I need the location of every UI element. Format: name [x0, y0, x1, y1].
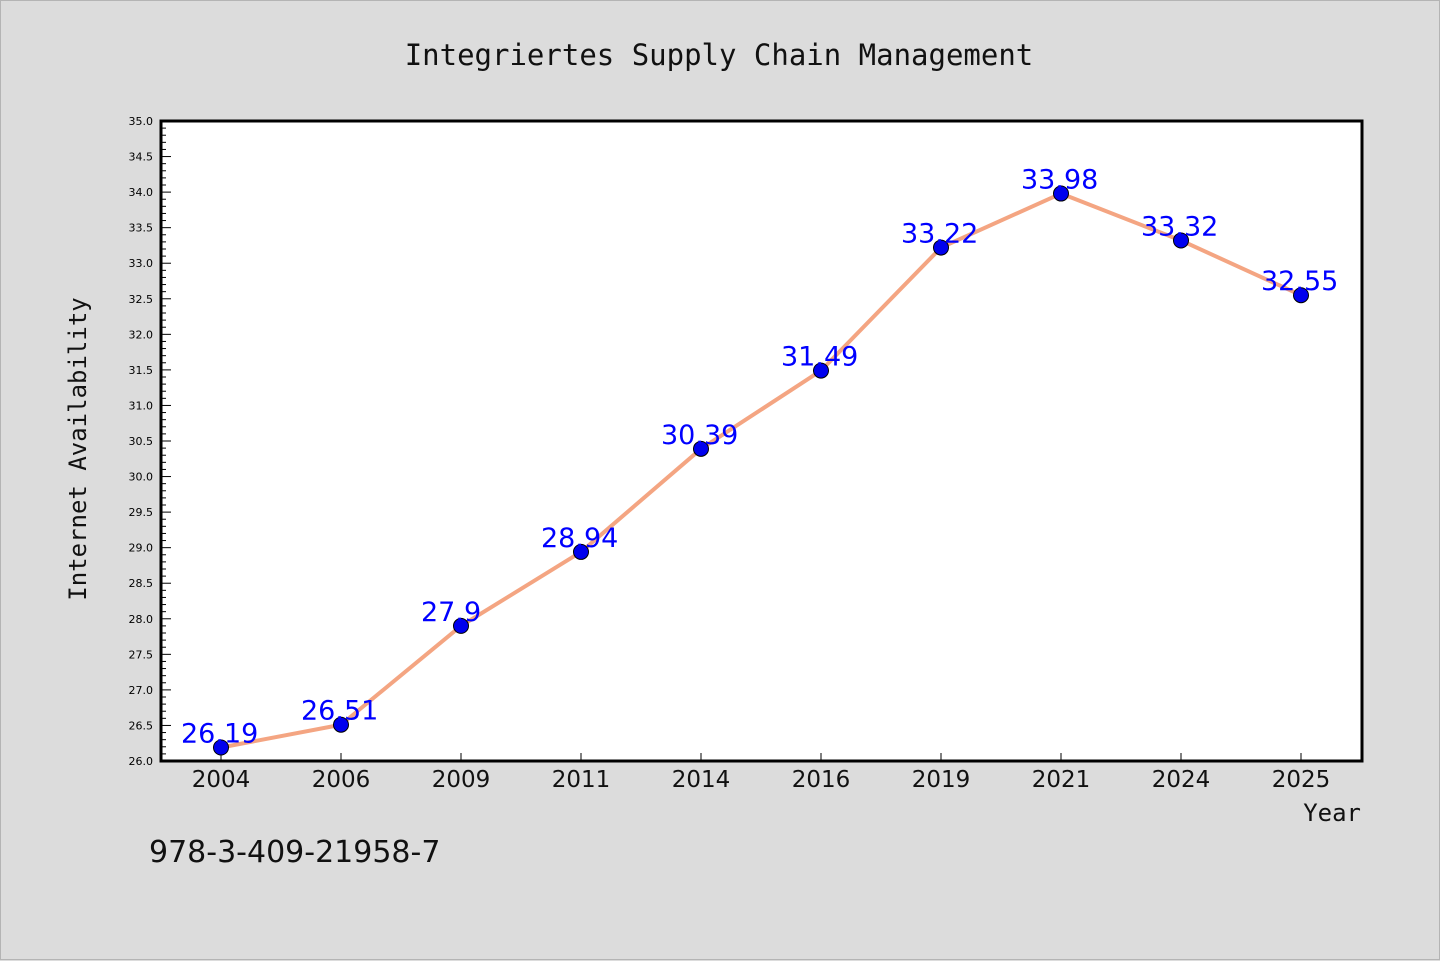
- x-tick-label: 2011: [552, 767, 611, 793]
- data-label: 26.19: [181, 718, 258, 749]
- y-tick-label: 29.0: [129, 542, 154, 555]
- y-tick-label: 30.0: [129, 471, 154, 484]
- chart-title: Integriertes Supply Chain Management: [405, 38, 1034, 72]
- data-label: 27.9: [421, 597, 481, 628]
- data-point: [813, 362, 829, 379]
- data-point: [693, 440, 709, 457]
- x-tick-label: 2004: [192, 767, 251, 793]
- x-tick-label: 2006: [312, 767, 371, 793]
- y-tick-label: 27.0: [129, 684, 154, 697]
- data-point: [933, 239, 949, 256]
- data-point: [1053, 185, 1069, 202]
- x-tick-label: 2021: [1032, 767, 1091, 793]
- y-tick-label: 31.5: [129, 364, 154, 377]
- x-axis-ticks: 2004 2006 2009 2011 2014 2016 2019 2021 2024 2025: [192, 753, 1331, 793]
- x-tick-label: 2025: [1272, 767, 1331, 793]
- y-tick-label: 29.5: [129, 506, 154, 519]
- data-point: [333, 716, 349, 733]
- y-axis-label: Internet Availability: [64, 297, 92, 600]
- data-label: 32.55: [1261, 266, 1338, 297]
- x-tick-label: 2019: [912, 767, 971, 793]
- data-point: [213, 739, 229, 756]
- plot-area: [159, 119, 1364, 763]
- y-tick-label: 27.5: [129, 648, 154, 661]
- y-tick-label: 26.0: [129, 755, 154, 768]
- y-tick-label: 28.0: [129, 613, 154, 626]
- data-point: [573, 543, 589, 560]
- y-tick-label: 31.0: [129, 399, 154, 412]
- data-label: 31.49: [781, 342, 858, 373]
- x-axis-label: Year: [1303, 799, 1361, 827]
- y-tick-label: 28.5: [129, 577, 154, 590]
- x-tick-label: 2014: [672, 767, 731, 793]
- data-point: [453, 617, 469, 634]
- data-point: [1173, 232, 1189, 249]
- series-group: 26.19 26.51 27.9 28.94 30.39 31.49 33.22 33.98 3…: [181, 165, 1338, 756]
- y-tick-label: 35.0: [129, 115, 154, 128]
- y-tick-label: 34.0: [129, 186, 154, 199]
- x-tick-label: 2009: [432, 767, 491, 793]
- y-tick-label: 34.5: [129, 151, 154, 164]
- data-point: [1293, 287, 1309, 304]
- y-axis-ticks: 26.0 26.5 27.0 27.5 28.0 28.5 29.0 29.5 30.0 30.5…: [129, 115, 171, 768]
- y-tick-label: 26.5: [129, 719, 154, 732]
- y-tick-label: 32.5: [129, 293, 154, 306]
- series-line: [219, 191, 1303, 750]
- data-label: 33.32: [1141, 211, 1218, 242]
- data-label: 26.51: [301, 696, 378, 727]
- x-tick-label: 2024: [1152, 767, 1211, 793]
- data-label: 33.22: [901, 219, 978, 250]
- y-tick-label: 33.0: [129, 257, 154, 270]
- y-tick-label: 32.0: [129, 328, 154, 341]
- x-tick-label: 2016: [792, 767, 851, 793]
- y-tick-label: 30.5: [129, 435, 154, 448]
- data-label: 28.94: [541, 523, 618, 554]
- y-tick-label: 33.5: [129, 222, 154, 235]
- data-label: 30.39: [661, 420, 738, 451]
- isbn-text: 978-3-409-21958-7: [149, 835, 441, 870]
- data-label: 33.98: [1021, 165, 1098, 196]
